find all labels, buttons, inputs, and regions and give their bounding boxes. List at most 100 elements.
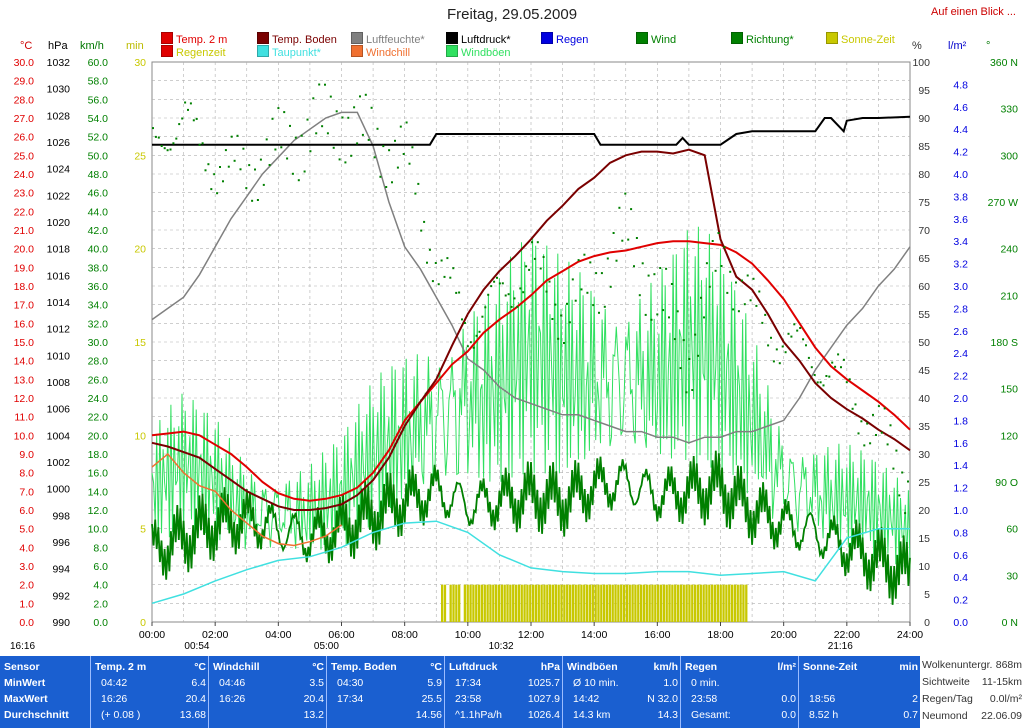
rain-tick-label: 2.6	[953, 326, 968, 338]
legend-swatch	[161, 45, 173, 57]
summary-cell-label: 18:56	[809, 693, 836, 705]
direction-point	[571, 278, 574, 281]
series-luftdruck-	[152, 115, 911, 146]
direction-point	[539, 267, 542, 270]
direction-point	[787, 332, 790, 335]
pct-tick-label: 85	[918, 141, 930, 153]
sun-bar	[617, 584, 620, 622]
summary-cell-label: ^1.1hPa/h	[455, 709, 502, 721]
wind-tick-label: 58.0	[88, 76, 109, 88]
temp-tick-label: 8.0	[19, 468, 34, 480]
direction-point	[428, 248, 431, 251]
direction-point	[256, 199, 259, 201]
summary-col-header: Windböen km/h	[563, 660, 681, 674]
direction-point	[510, 305, 513, 308]
summary-col-header: Windchill °C	[209, 660, 327, 674]
summary-cell-label: 17:34	[337, 693, 364, 705]
pct-tick-label: 55	[918, 309, 930, 321]
direction-point	[907, 480, 909, 483]
direction-point	[507, 293, 510, 296]
sun-bar	[557, 584, 560, 622]
direction-point	[154, 135, 157, 138]
sun-bar	[566, 584, 569, 622]
wind-tick-label: 0.0	[93, 617, 108, 629]
min-tick-label: 5	[140, 524, 146, 536]
wind-tick-label: 56.0	[88, 94, 109, 106]
direction-point	[595, 272, 598, 275]
side-info-value: 22.06.09	[981, 710, 1022, 722]
legend-label: Windböen	[461, 47, 511, 59]
pct-tick-label: 45	[918, 365, 930, 377]
press-tick-label: 1030	[47, 84, 71, 96]
direction-point	[586, 291, 589, 294]
summary-cell-label: 17:34	[455, 677, 482, 689]
direction-point	[248, 164, 251, 167]
legend-item: Taupunkt*	[257, 45, 321, 59]
direction-point	[268, 164, 271, 166]
side-info-row: Neumond 22.06.09	[922, 709, 1022, 723]
sun-bar	[728, 584, 731, 622]
direction-point	[216, 192, 219, 195]
sun-bar	[585, 584, 589, 622]
side-info-row: Sichtweite 11-15km	[922, 675, 1022, 689]
summary-col-unit: l/m²	[777, 661, 796, 673]
temp-tick-label: 20.0	[14, 244, 35, 256]
direction-point	[866, 422, 869, 425]
sun-bar	[600, 584, 603, 622]
direction-point	[892, 467, 895, 470]
pct-tick-label: 25	[918, 477, 930, 489]
series-wind	[151, 450, 911, 605]
direction-point	[504, 294, 507, 297]
sun-bar	[719, 584, 722, 622]
direction-point	[434, 262, 437, 264]
pct-tick-label: 70	[918, 225, 930, 237]
legend-swatch	[731, 32, 743, 44]
rain-tick-label: 4.0	[953, 169, 968, 181]
sun-bar	[603, 584, 606, 622]
direction-point	[848, 378, 851, 381]
direction-point	[758, 290, 761, 293]
rain-tick-label: 0.0	[953, 617, 968, 629]
direction-point	[271, 117, 274, 120]
direction-point	[341, 116, 344, 119]
summary-cell-value: 1.0	[663, 677, 678, 689]
temp-tick-label: 2.0	[19, 580, 34, 592]
sun-bar	[477, 584, 481, 622]
legend-item: Luftfeuchte*	[351, 32, 425, 46]
direction-point	[577, 259, 580, 262]
side-info-key: Wolkenuntergr.	[922, 659, 993, 671]
sun-bar	[520, 584, 523, 622]
sun-bar	[443, 584, 447, 622]
sun-bar	[512, 584, 515, 622]
legend-label: Luftdruck*	[461, 34, 511, 46]
pct-tick-label: 10	[918, 561, 930, 573]
summary-cell-row: 17:34 1025.7	[445, 676, 563, 690]
wind-tick-label: 42.0	[88, 225, 109, 237]
direction-point	[312, 97, 315, 100]
sun-bar	[685, 584, 688, 622]
rain-tick-label: 4.2	[953, 147, 968, 159]
direction-point	[822, 384, 825, 387]
series-temp-2-m	[151, 240, 911, 502]
direction-point	[189, 102, 192, 105]
summary-cell-row	[799, 676, 921, 690]
x-tick-label: 06:00	[328, 629, 354, 640]
dir-tick-label: 0 N	[1002, 617, 1018, 629]
direction-point	[391, 181, 393, 184]
wind-axis-unit: km/h	[80, 40, 104, 52]
summary-col-header: Regen l/m²	[681, 660, 799, 674]
sun-bar	[500, 584, 503, 622]
summary-col-title: Regen	[685, 661, 718, 673]
sun-bar	[625, 584, 629, 622]
summary-row-label: MaxWert	[0, 692, 90, 706]
temp-tick-label: 14.0	[14, 356, 35, 368]
direction-point	[606, 257, 609, 260]
sun-bar	[543, 584, 546, 622]
summary-cell-label: 23:58	[455, 693, 482, 705]
legend-label: Richtung*	[746, 34, 794, 46]
direction-point	[600, 272, 603, 275]
overview-link[interactable]: Auf einen Blick ...	[931, 6, 1016, 18]
direction-point	[388, 149, 391, 152]
sun-bar	[725, 584, 728, 622]
side-info-key: Sichtweite	[922, 676, 970, 688]
